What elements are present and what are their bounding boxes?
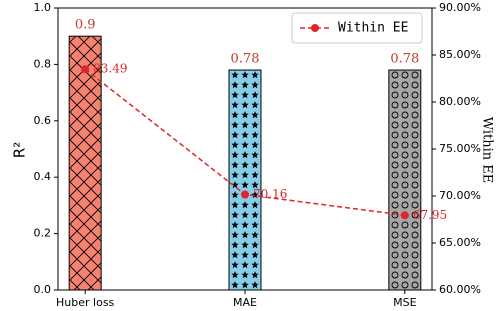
- y2-tick-label: 65.00%: [439, 236, 481, 249]
- y2-axis-label: Within EE: [480, 117, 495, 184]
- legend-box: [291, 12, 423, 44]
- y2-tick-label: 70.00%: [439, 189, 481, 202]
- y-tick-label: 0.8: [34, 57, 52, 70]
- y2-tick-label: 90.00%: [439, 1, 481, 14]
- y-tick-label: 1.0: [34, 1, 52, 14]
- y-axis-label: R²: [11, 142, 29, 158]
- point-value-label: 70.16: [253, 187, 287, 201]
- y-tick-label: 0.6: [34, 114, 52, 127]
- point-value-label: 67.95: [413, 208, 447, 222]
- y2-tick-label: 80.00%: [439, 95, 481, 108]
- x-tick-label: Huber loss: [56, 296, 115, 309]
- line-marker: [400, 211, 409, 220]
- line-marker: [81, 65, 90, 74]
- y-tick-label: 0.2: [34, 227, 52, 240]
- legend-marker: [311, 24, 319, 32]
- y2-tick-label: 60.00%: [439, 283, 481, 296]
- bar-value-label: 0.78: [231, 52, 260, 67]
- y-tick-label: 0.4: [34, 170, 52, 183]
- x-tick-label: MSE: [393, 296, 416, 309]
- bar-value-label: 0.9: [75, 18, 96, 33]
- legend-label: Within EE: [338, 21, 408, 36]
- point-value-label: 83.49: [93, 62, 127, 76]
- x-tick-label: MAE: [233, 296, 257, 309]
- bar: [388, 69, 422, 291]
- bar-value-label: 0.78: [390, 52, 419, 67]
- bar: [228, 69, 262, 291]
- bar: [68, 35, 102, 291]
- y2-tick-label: 85.00%: [439, 48, 481, 61]
- y-tick-label: 0.0: [34, 283, 52, 296]
- y2-tick-label: 75.00%: [439, 142, 481, 155]
- line-marker: [241, 190, 249, 199]
